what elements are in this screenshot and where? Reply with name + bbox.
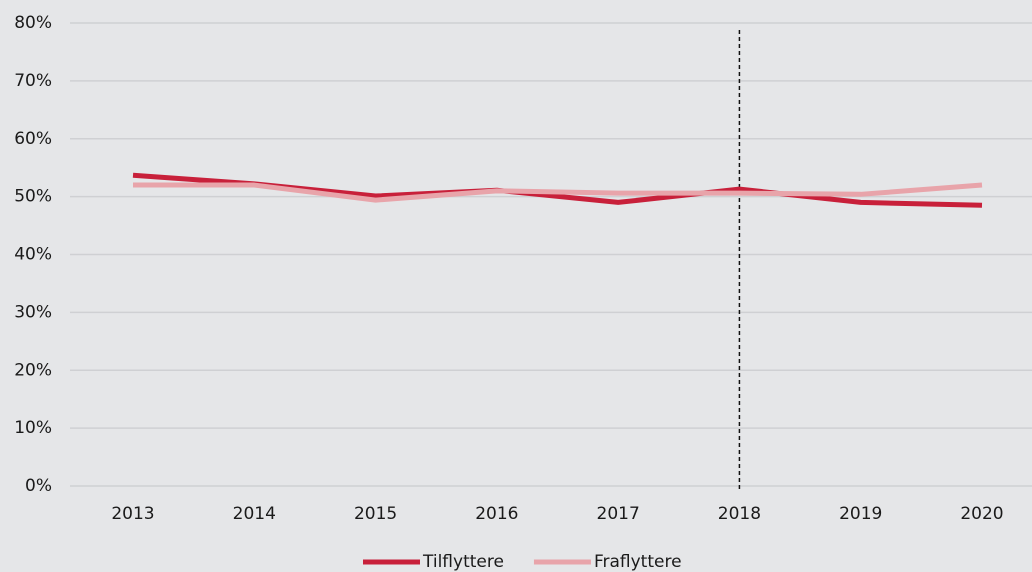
x-tick-label: 2015 [354,504,397,524]
x-tick-label: 2017 [597,504,640,524]
series-line [133,182,983,203]
x-tick-label: 2019 [839,504,882,524]
y-tick-label: 0% [25,476,52,496]
y-tick-label: 70% [14,71,52,91]
x-tick-label: 2014 [233,504,276,524]
legend-label: Fraflyttere [594,552,682,572]
x-tick-label: 2013 [111,504,154,524]
y-tick-label: 40% [14,245,52,265]
x-tick-label: 2016 [475,504,518,524]
x-tick-label: 2020 [960,504,1003,524]
y-tick-label: 30% [14,302,52,322]
y-tick-label: 80% [14,13,52,33]
y-tick-label: 20% [14,360,52,380]
y-tick-label: 60% [14,129,52,149]
legend-label: Tilflyttere [422,552,504,572]
x-tick-label: 2018 [718,504,761,524]
y-tick-label: 50% [14,187,52,207]
y-tick-label: 10% [14,418,52,438]
